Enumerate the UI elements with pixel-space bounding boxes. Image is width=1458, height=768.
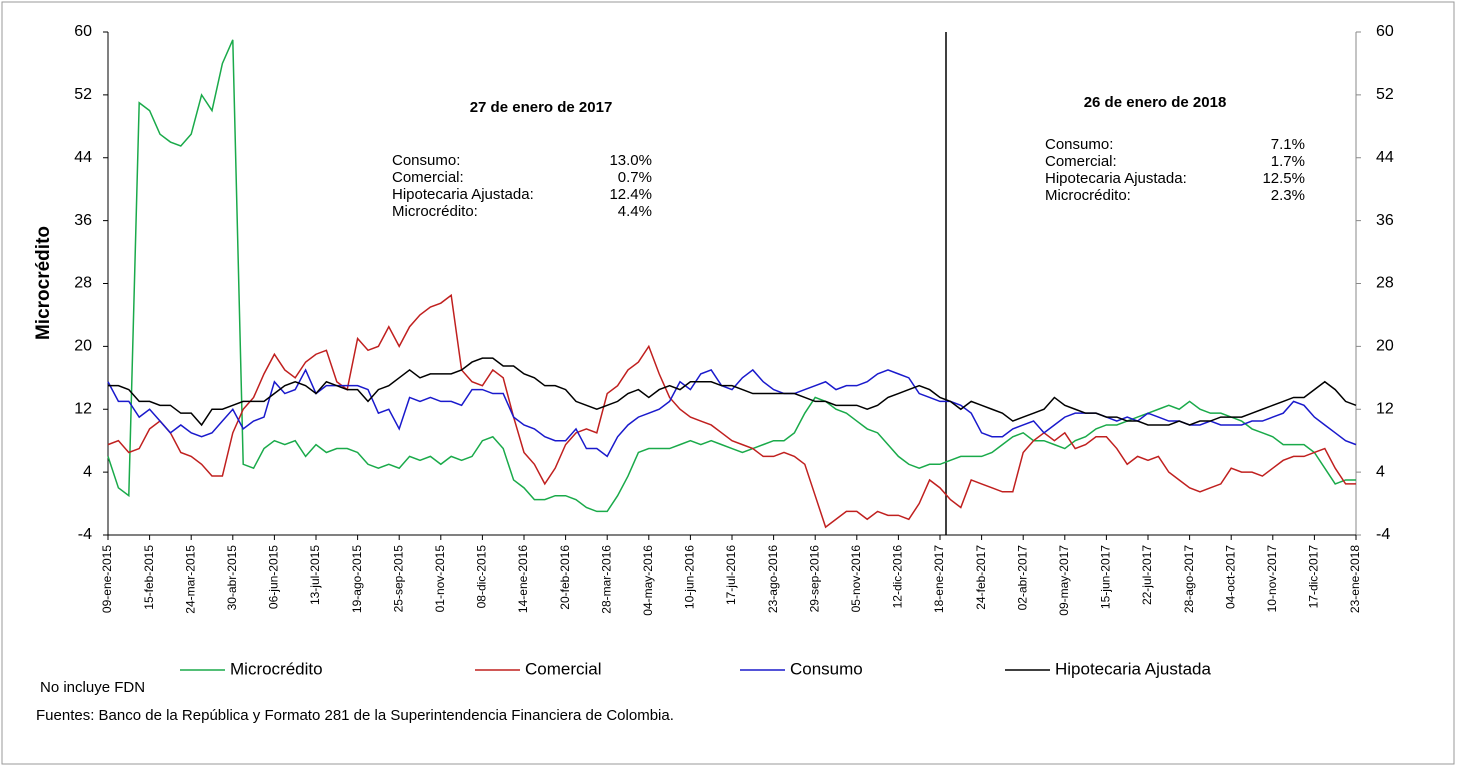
x-tick-label: 30-abr-2015 xyxy=(225,545,239,611)
x-tick-label: 24-feb-2017 xyxy=(974,545,988,610)
x-tick-label: 23-ene-2018 xyxy=(1348,545,1362,613)
annotation-value: 2.3% xyxy=(1271,187,1305,204)
y-tick-label: 4 xyxy=(83,463,92,480)
annotation-label: Hipotecaria Ajustada: xyxy=(1045,170,1187,187)
x-tick-label: 28-mar-2016 xyxy=(599,545,613,614)
y-tick-label: 20 xyxy=(74,338,92,355)
y-tick-label: 44 xyxy=(74,149,92,166)
y2-tick-label: 20 xyxy=(1376,338,1394,355)
x-tick-label: 13-jul-2015 xyxy=(308,545,322,605)
y2-tick-label: 52 xyxy=(1376,86,1394,103)
y-tick-label: -4 xyxy=(78,526,92,543)
x-tick-label: 29-sep-2016 xyxy=(807,545,821,613)
legend-label: Hipotecaria Ajustada xyxy=(1055,659,1211,678)
annotation-value: 4.4% xyxy=(618,203,652,220)
x-tick-label: 17-jul-2016 xyxy=(724,545,738,605)
y2-tick-label: 44 xyxy=(1376,149,1394,166)
annotation-value: 12.4% xyxy=(609,186,652,203)
y-tick-label: 36 xyxy=(74,212,92,229)
annotation-value: 0.7% xyxy=(618,169,652,186)
x-tick-label: 22-jul-2017 xyxy=(1140,545,1154,605)
annotation-label: Microcrédito: xyxy=(392,203,478,220)
x-tick-label: 19-ago-2015 xyxy=(350,545,364,613)
annotation-label: Microcrédito: xyxy=(1045,187,1131,204)
x-tick-label: 18-ene-2017 xyxy=(932,545,946,613)
x-tick-label: 08-dic-2015 xyxy=(475,545,489,609)
x-tick-label: 10-nov-2017 xyxy=(1265,545,1279,613)
y2-tick-label: 60 xyxy=(1376,23,1394,40)
x-tick-label: 23-ago-2016 xyxy=(766,545,780,613)
y-tick-label: 12 xyxy=(74,400,92,417)
x-tick-label: 12-dic-2016 xyxy=(891,545,905,609)
annotation-title: 27 de enero de 2017 xyxy=(470,99,613,116)
x-tick-label: 09-may-2017 xyxy=(1057,545,1071,616)
y-tick-label: 52 xyxy=(74,86,92,103)
x-tick-label: 14-ene-2016 xyxy=(516,545,530,613)
legend-label: Microcrédito xyxy=(230,659,323,678)
annotation-title: 26 de enero de 2018 xyxy=(1084,94,1227,111)
series-line xyxy=(107,293,1356,529)
y2-tick-label: 28 xyxy=(1376,275,1394,292)
x-tick-label: 17-dic-2017 xyxy=(1307,545,1321,609)
y-tick-label: 28 xyxy=(74,275,92,292)
note: No incluye FDN xyxy=(40,679,145,696)
note: Fuentes: Banco de la República y Formato… xyxy=(36,707,674,724)
y2-tick-label: 4 xyxy=(1376,463,1385,480)
annotation-value: 1.7% xyxy=(1271,153,1305,170)
annotation-value: 7.1% xyxy=(1271,136,1305,153)
x-tick-label: 04-oct-2017 xyxy=(1223,545,1237,609)
x-tick-label: 01-nov-2015 xyxy=(433,545,447,613)
x-tick-label: 15-feb-2015 xyxy=(142,545,156,610)
y-tick-label: 60 xyxy=(74,23,92,40)
annotation-label: Hipotecaria Ajustada: xyxy=(392,186,534,203)
x-tick-label: 20-feb-2016 xyxy=(558,545,572,610)
x-tick-label: 06-jun-2015 xyxy=(267,545,281,609)
x-tick-label: 24-mar-2015 xyxy=(183,545,197,614)
legend-label: Consumo xyxy=(790,659,863,678)
x-tick-label: 10-jun-2016 xyxy=(683,545,697,609)
x-tick-label: 04-may-2016 xyxy=(641,545,655,616)
x-tick-label: 28-ago-2017 xyxy=(1182,545,1196,613)
x-tick-label: 02-abr-2017 xyxy=(1015,545,1029,611)
annotation-label: Consumo: xyxy=(1045,136,1113,153)
annotation-value: 12.5% xyxy=(1262,170,1305,187)
annotation-label: Comercial: xyxy=(1045,153,1117,170)
x-tick-label: 15-jun-2017 xyxy=(1099,545,1113,609)
x-tick-label: 09-ene-2015 xyxy=(100,545,114,613)
y2-tick-label: 12 xyxy=(1376,400,1394,417)
annotation-label: Comercial: xyxy=(392,169,464,186)
legend-label: Comercial xyxy=(525,659,602,678)
annotation-label: Consumo: xyxy=(392,152,460,169)
y-axis-label: Microcrédito xyxy=(33,226,54,340)
x-tick-label: 05-nov-2016 xyxy=(849,545,863,613)
x-tick-label: 25-sep-2015 xyxy=(391,545,405,613)
y2-tick-label: -4 xyxy=(1376,526,1390,543)
y2-tick-label: 36 xyxy=(1376,212,1394,229)
series-line xyxy=(108,357,1357,427)
annotation-value: 13.0% xyxy=(609,152,652,169)
